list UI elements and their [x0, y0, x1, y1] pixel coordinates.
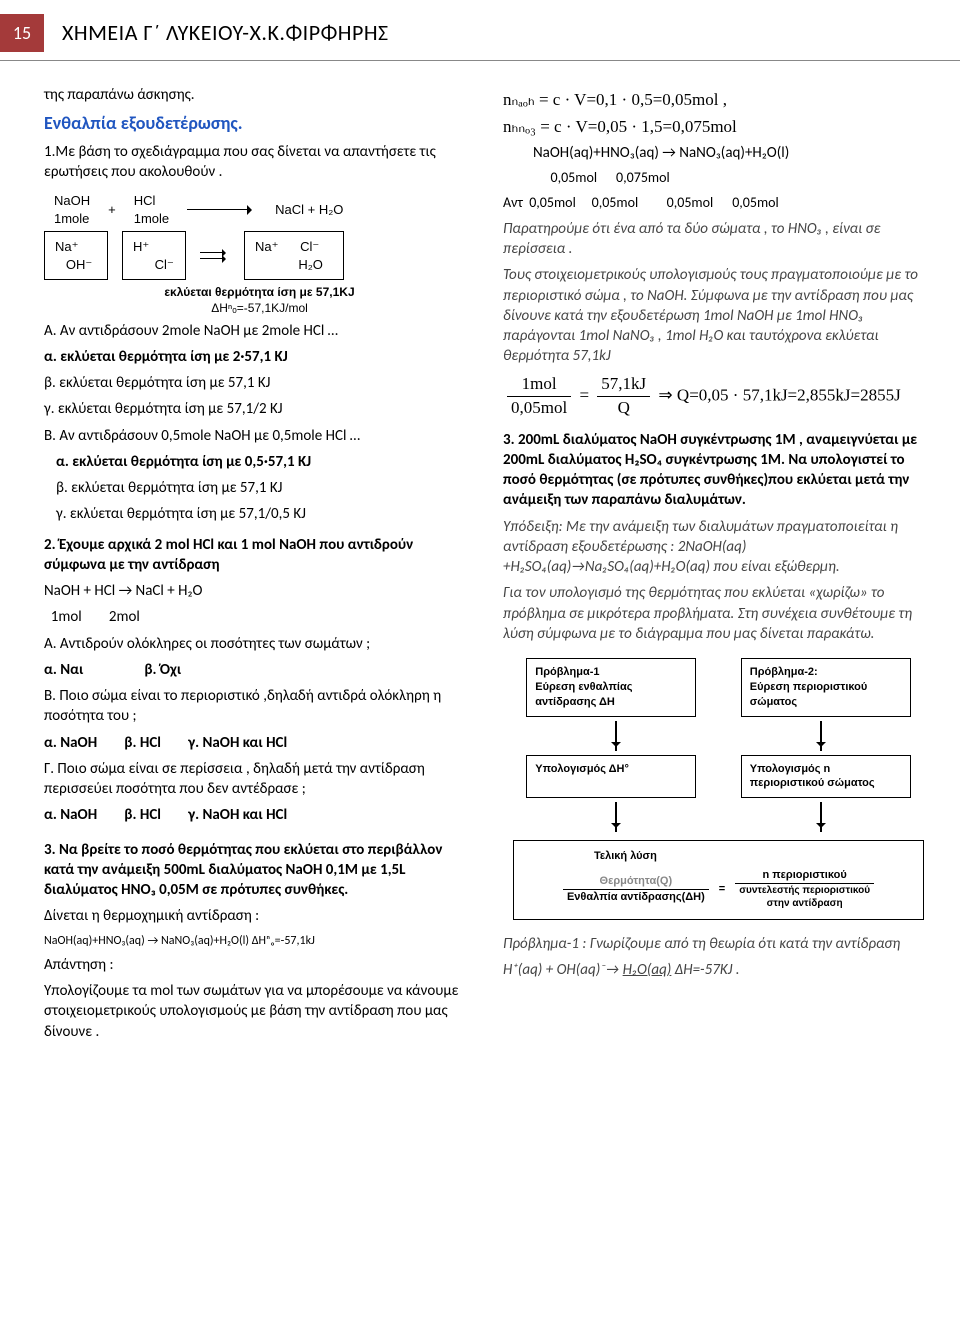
box-naoh-ions: Na⁺ OH⁻	[44, 231, 108, 280]
diagram-row-boxes: Na⁺ OH⁻ H⁺ Cl⁻ Na⁺ Cl⁻ H₂O	[44, 231, 475, 280]
item-B-a: α. εκλύεται θερμότητα ίση με 0,5·57,1 ΚJ	[44, 452, 475, 472]
left-column: της παραπάνω άσκησης. Ενθαλπία εξουδετέρ…	[44, 85, 475, 1048]
p1: Παρατηρούμε ότι ένα από τα δύο σώματα , …	[503, 219, 934, 260]
item-B-c: γ. εκλύεται θερμότητα ίση με 57,1/0,5 ΚJ	[44, 504, 475, 524]
q2-equation: NaOH + HCl → NaCl + H₂O	[44, 581, 475, 601]
arrow-icon	[187, 205, 257, 215]
item-A: Α. Αν αντιδράσουν 2mole NaOH με 2mole HC…	[44, 321, 475, 341]
arrow-down-icon	[820, 802, 822, 832]
label-naoh: NaOH1mole	[54, 192, 90, 227]
section-heading: Ενθαλπία εξουδετέρωσης.	[44, 111, 475, 135]
fraction-right: 57,1kJ Q	[597, 373, 650, 420]
page-number-badge: 15	[0, 14, 44, 52]
rx-row1: 0,05mol 0,075mol	[503, 169, 934, 188]
p2: Τους στοιχειομετρικούς υπολογισμούς τους…	[503, 265, 934, 366]
item-B-b: β. εκλύεται θερμότητα ίση με 57,1 ΚJ	[44, 478, 475, 498]
flow-box-2: Πρόβλημα-2: Εύρεση περιοριστικού σώματος	[741, 658, 911, 717]
right-column: nₙₐₒₕ = c · V=0,1 · 0,5=0,05mol , nₕₙₒ₃ …	[503, 85, 934, 1048]
q3-b: Δίνεται η θερμοχημική αντίδραση :	[44, 906, 475, 926]
eq-naoh: nₙₐₒₕ = c · V=0,1 · 0,5=0,05mol ,	[503, 89, 934, 112]
q3-c: Υπολογίζουμε τα mol των σωμάτων για να μ…	[44, 981, 475, 1042]
flow-final-title: Τελική λύση	[524, 849, 913, 864]
q2-A: Α. Αντιδρούν ολόκληρες οι ποσότητες των …	[44, 634, 475, 654]
label-nacl: NaCl + H₂O	[275, 201, 343, 219]
r-q3: 3. 200mL διαλύματος NaOH συγκέντρωσης 1Μ…	[503, 430, 934, 511]
fraction-left: 1mol 0,05mol	[507, 373, 571, 420]
rx-line: NaOH(aq)+HNO₃(aq) → NaNO₃(aq)+H₂O(l)	[503, 143, 934, 163]
flow-arrows-2	[513, 798, 924, 836]
arrow-down-icon	[615, 721, 617, 751]
plus-sign: +	[108, 201, 116, 219]
page-title: ΧΗΜΕΙΑ Γ΄ ΛΥΚΕΙΟΥ-Χ.Κ.ΦΙΡΦΗΡΗΣ	[62, 18, 389, 48]
flow-box-3: Υπολογισμός ΔΗ°	[526, 755, 696, 799]
item-A-c: γ. εκλύεται θερμότητα ίση με 57,1/2 ΚJ	[44, 399, 475, 419]
q2-B: Β. Ποιο σώμα είναι το περιοριστικό ,δηλα…	[44, 686, 475, 727]
reaction-diagram: NaOH1mole + HCl1mole NaCl + H₂O Na⁺ OH⁻ …	[44, 192, 475, 317]
flow-final-row: Θερμότητα(Q) Ενθαλπία αντίδρασης(ΔΗ) = n…	[524, 868, 913, 911]
q3-a: 3. Να βρείτε το ποσό θερμότητας που εκλύ…	[44, 840, 475, 901]
diagram-caption: εκλύεται θερμότητα ίση με 57,1KJ ΔHⁿₒ=-5…	[44, 284, 475, 316]
item-A-a: α. εκλύεται θερμότητα ίση με 2·57,1 ΚJ	[44, 347, 475, 367]
footer-1: Πρόβλημα-1 : Γνωρίζουμε από τη θεωρία ότ…	[503, 934, 934, 954]
q2-B-opts: α. NaOH β. HCl γ. NaOH και HCl	[44, 733, 475, 753]
hint-1: Υπόδειξη: Με την ανάμειξη των διαλυμάτων…	[503, 517, 934, 578]
arrow-down-icon	[820, 721, 822, 751]
arrow-down-icon	[615, 802, 617, 832]
flow-row-1: Πρόβλημα-1 Εύρεση ενθαλπίας αντίδρασης Δ…	[513, 658, 924, 717]
page-header: 15 ΧΗΜΕΙΑ Γ΄ ΛΥΚΕΙΟΥ-Χ.Κ.ΦΙΡΦΗΡΗΣ	[0, 0, 960, 61]
content-columns: της παραπάνω άσκησης. Ενθαλπία εξουδετέρ…	[0, 85, 960, 1088]
box-products: Na⁺ Cl⁻ H₂O	[244, 231, 344, 280]
q2-A-opts: α. Ναι β. Όχι	[44, 660, 475, 680]
footer-2: H⁺(aq) + OH(aq)⁻→ H₂O(aq) ΔΗ=-57ΚJ .	[503, 960, 934, 980]
flowchart: Πρόβλημα-1 Εύρεση ενθαλπίας αντίδρασης Δ…	[503, 658, 934, 920]
flow-final: Τελική λύση Θερμότητα(Q) Ενθαλπία αντίδρ…	[513, 840, 924, 920]
flow-arrows-1	[513, 717, 924, 755]
q1-text: 1.Με βάση το σχεδιάγραμμα που σας δίνετα…	[44, 142, 475, 183]
double-arrow-icon	[200, 249, 230, 263]
box-hcl-ions: H⁺ Cl⁻	[122, 231, 186, 280]
q2-text: 2. Έχουμε αρχικά 2 mol HCl και 1 mol NaO…	[44, 535, 475, 576]
eq-hno3: nₕₙₒ₃ = c · V=0,05 · 1,5=0,075mol	[503, 116, 934, 139]
flow-box-1: Πρόβλημα-1 Εύρεση ενθαλπίας αντίδρασης Δ…	[526, 658, 696, 717]
q3-eq: NaOH(aq)+HNO₃(aq) → NaNO₃(aq)+H₂O(l) ΔHⁿ…	[44, 933, 475, 949]
flow-row-2: Υπολογισμός ΔΗ° Υπολογισμός n περιοριστι…	[513, 755, 924, 799]
label-hcl: HCl1mole	[134, 192, 169, 227]
answer-label: Απάντηση :	[44, 955, 475, 975]
intro-text: της παραπάνω άσκησης.	[44, 85, 475, 105]
eq-frac: 1mol 0,05mol = 57,1kJ Q ⇒ Q=0,05 · 57,1k…	[503, 373, 934, 420]
q2-moles: 1mol 2mol	[44, 607, 475, 627]
diagram-row-labels: NaOH1mole + HCl1mole NaCl + H₂O	[54, 192, 475, 227]
item-A-b: β. εκλύεται θερμότητα ίση με 57,1 ΚJ	[44, 373, 475, 393]
q2-C-opts: α. NaOH β. HCl γ. NaOH και HCl	[44, 805, 475, 825]
item-B: Β. Αν αντιδράσουν 0,5mole NaOH με 0,5mol…	[44, 426, 475, 446]
hint-2: Για τον υπολογισμό της θερμότητας που εκ…	[503, 583, 934, 644]
flow-box-4: Υπολογισμός n περιοριστικού σώματος	[741, 755, 911, 799]
q2-C: Γ. Ποιο σώμα είναι σε περίσσεια , δηλαδή…	[44, 759, 475, 800]
rx-row2: Αντ 0,05mol 0,05mol 0,05mol 0,05mol	[503, 194, 934, 213]
